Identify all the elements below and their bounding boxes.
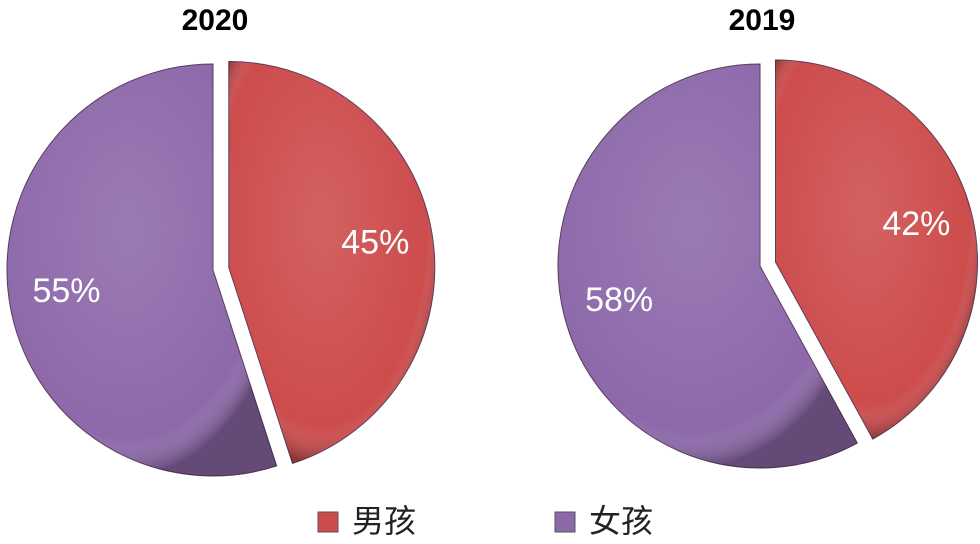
value-label: 45%: [341, 223, 409, 261]
legend-swatch: [554, 511, 576, 533]
legend-label: 男孩: [352, 502, 416, 540]
legend-label: 女孩: [589, 502, 653, 540]
value-label: 55%: [32, 272, 100, 310]
value-label: 58%: [585, 281, 653, 319]
chart-title: 2019: [729, 4, 796, 37]
chart-title: 2020: [182, 4, 249, 37]
pie-slice: [228, 60, 436, 465]
legend-swatch: [317, 511, 339, 533]
value-label: 42%: [882, 205, 950, 243]
